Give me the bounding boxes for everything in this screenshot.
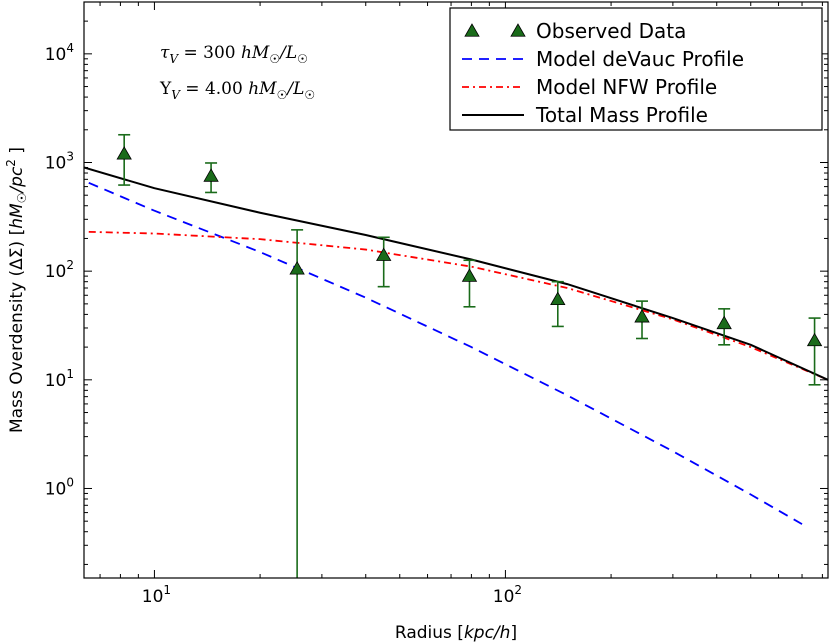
y-axis-title: Mass Overdensity (ΔΣ) [hM☉/pc2 ] [4,147,29,433]
data-point [806,332,823,347]
legend-label-observed-data: Observed Data [536,19,686,43]
data-point [550,291,566,306]
data-point [634,309,650,323]
legend-label-total-mass-profile: Total Mass Profile [535,103,708,127]
x-tick-label: 102 [493,583,522,607]
series-line-model-devauc-profile [88,182,803,525]
plot-frame [83,1,829,579]
y-tick-label: 100 [45,475,74,499]
series-line-total-mass-profile [84,166,828,381]
y-tick-label: 103 [45,150,74,174]
y-tick-label: 102 [45,258,74,282]
data-point [289,261,305,275]
legend-marker-observed-data [464,23,480,37]
legend-marker-observed-data [510,23,526,37]
x-axis-title: Radius [kpc/h] [395,623,517,642]
annotation-tau: τV = 300 hM☉/L☉ [160,43,308,66]
x-tick-label: 101 [142,583,171,607]
data-point [116,146,132,160]
legend-box [449,7,823,131]
y-tick-label: 104 [45,41,74,65]
data-point [203,168,219,182]
series-line-model-nfw-profile [88,230,828,381]
legend: Observed Data Model deVauc Profile Model N… [449,7,823,131]
annotation-upsilon: ΥV = 4.00 hM☉/L☉ [159,79,315,102]
legend-label-model-devauc-profile: Model deVauc Profile [536,47,744,71]
data-point [461,268,478,282]
y-tick-label: 101 [45,367,74,391]
data-point [716,315,732,330]
legend-label-model-nfw-profile: Model NFW Profile [536,75,717,99]
data-point [376,247,392,261]
